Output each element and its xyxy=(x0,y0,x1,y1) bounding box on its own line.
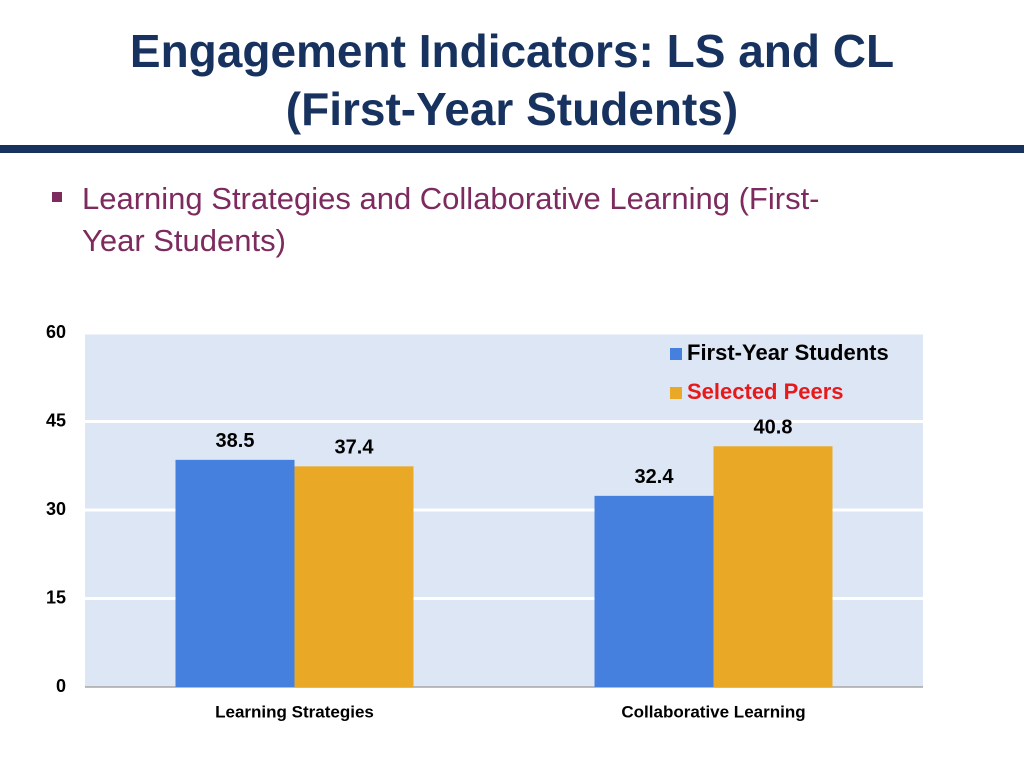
slide-title: Engagement Indicators: LS and CL (First-… xyxy=(0,22,1024,138)
y-tick-label: 45 xyxy=(46,410,66,430)
legend-label: Selected Peers xyxy=(687,379,844,404)
title-line: Engagement Indicators: LS and CL xyxy=(129,25,895,77)
legend-swatch xyxy=(670,387,682,399)
y-tick-label: 0 xyxy=(56,676,66,696)
value-label: 37.4 xyxy=(335,437,375,459)
legend-label: First-Year Students xyxy=(687,340,889,365)
legend-swatch xyxy=(670,348,682,360)
value-label: 32.4 xyxy=(635,466,675,488)
y-tick-label: 60 xyxy=(46,322,66,342)
bar xyxy=(713,446,833,687)
title-line: (First-Year Students) xyxy=(285,83,739,135)
x-tick-label: Collaborative Learning xyxy=(621,702,805,721)
value-label: 38.5 xyxy=(216,430,255,452)
x-tick-label: Learning Strategies xyxy=(215,702,374,721)
bar xyxy=(594,495,714,687)
bullet-text: Learning Strategies and Collaborative Le… xyxy=(82,181,820,258)
bullet-mark xyxy=(52,192,62,202)
value-label: 40.8 xyxy=(754,417,793,439)
y-tick-label: 15 xyxy=(46,587,66,607)
y-tick-label: 30 xyxy=(46,499,66,519)
bar xyxy=(175,459,295,687)
title-rule xyxy=(0,145,1024,153)
bar xyxy=(294,466,414,687)
